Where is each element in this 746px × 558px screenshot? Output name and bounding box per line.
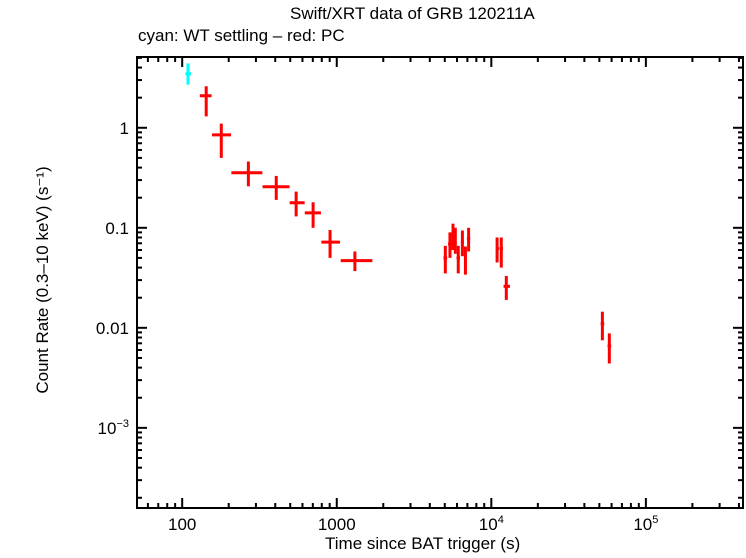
x-tick-label: 1000 <box>318 515 356 534</box>
x-tick-label: 100 <box>168 515 196 534</box>
x-tick-label: 105 <box>633 514 658 534</box>
data-point <box>456 245 460 274</box>
plot-frame <box>136 56 744 509</box>
data-point <box>503 275 510 300</box>
chart-title: Swift/XRT data of GRB 120211A <box>290 4 535 23</box>
data-point <box>460 230 464 257</box>
data-point <box>495 237 499 263</box>
data-point <box>453 227 457 254</box>
data-point <box>212 123 232 158</box>
chart-subtitle: cyan: WT settling – red: PC <box>138 26 345 45</box>
y-tick-label: 10−3 <box>98 418 129 438</box>
x-tick-label: 104 <box>479 514 504 534</box>
y-tick-label: 0.01 <box>96 319 129 338</box>
data-point <box>321 230 341 258</box>
data-point <box>448 232 452 258</box>
y-tick-label: 0.1 <box>105 219 129 238</box>
data-point <box>199 86 212 117</box>
x-axis-label: Time since BAT trigger (s) <box>325 534 521 553</box>
data-point <box>600 311 605 341</box>
data-point <box>289 191 305 217</box>
data-point <box>607 333 612 364</box>
data-point <box>443 245 448 274</box>
data-point <box>340 251 373 271</box>
y-tick-label: 1 <box>120 119 129 138</box>
data-point <box>262 175 290 200</box>
data-point <box>185 63 191 85</box>
data-point <box>304 202 321 228</box>
data-point <box>466 227 471 252</box>
data-point <box>231 161 263 187</box>
data-point <box>499 237 503 268</box>
data-point <box>463 246 467 275</box>
